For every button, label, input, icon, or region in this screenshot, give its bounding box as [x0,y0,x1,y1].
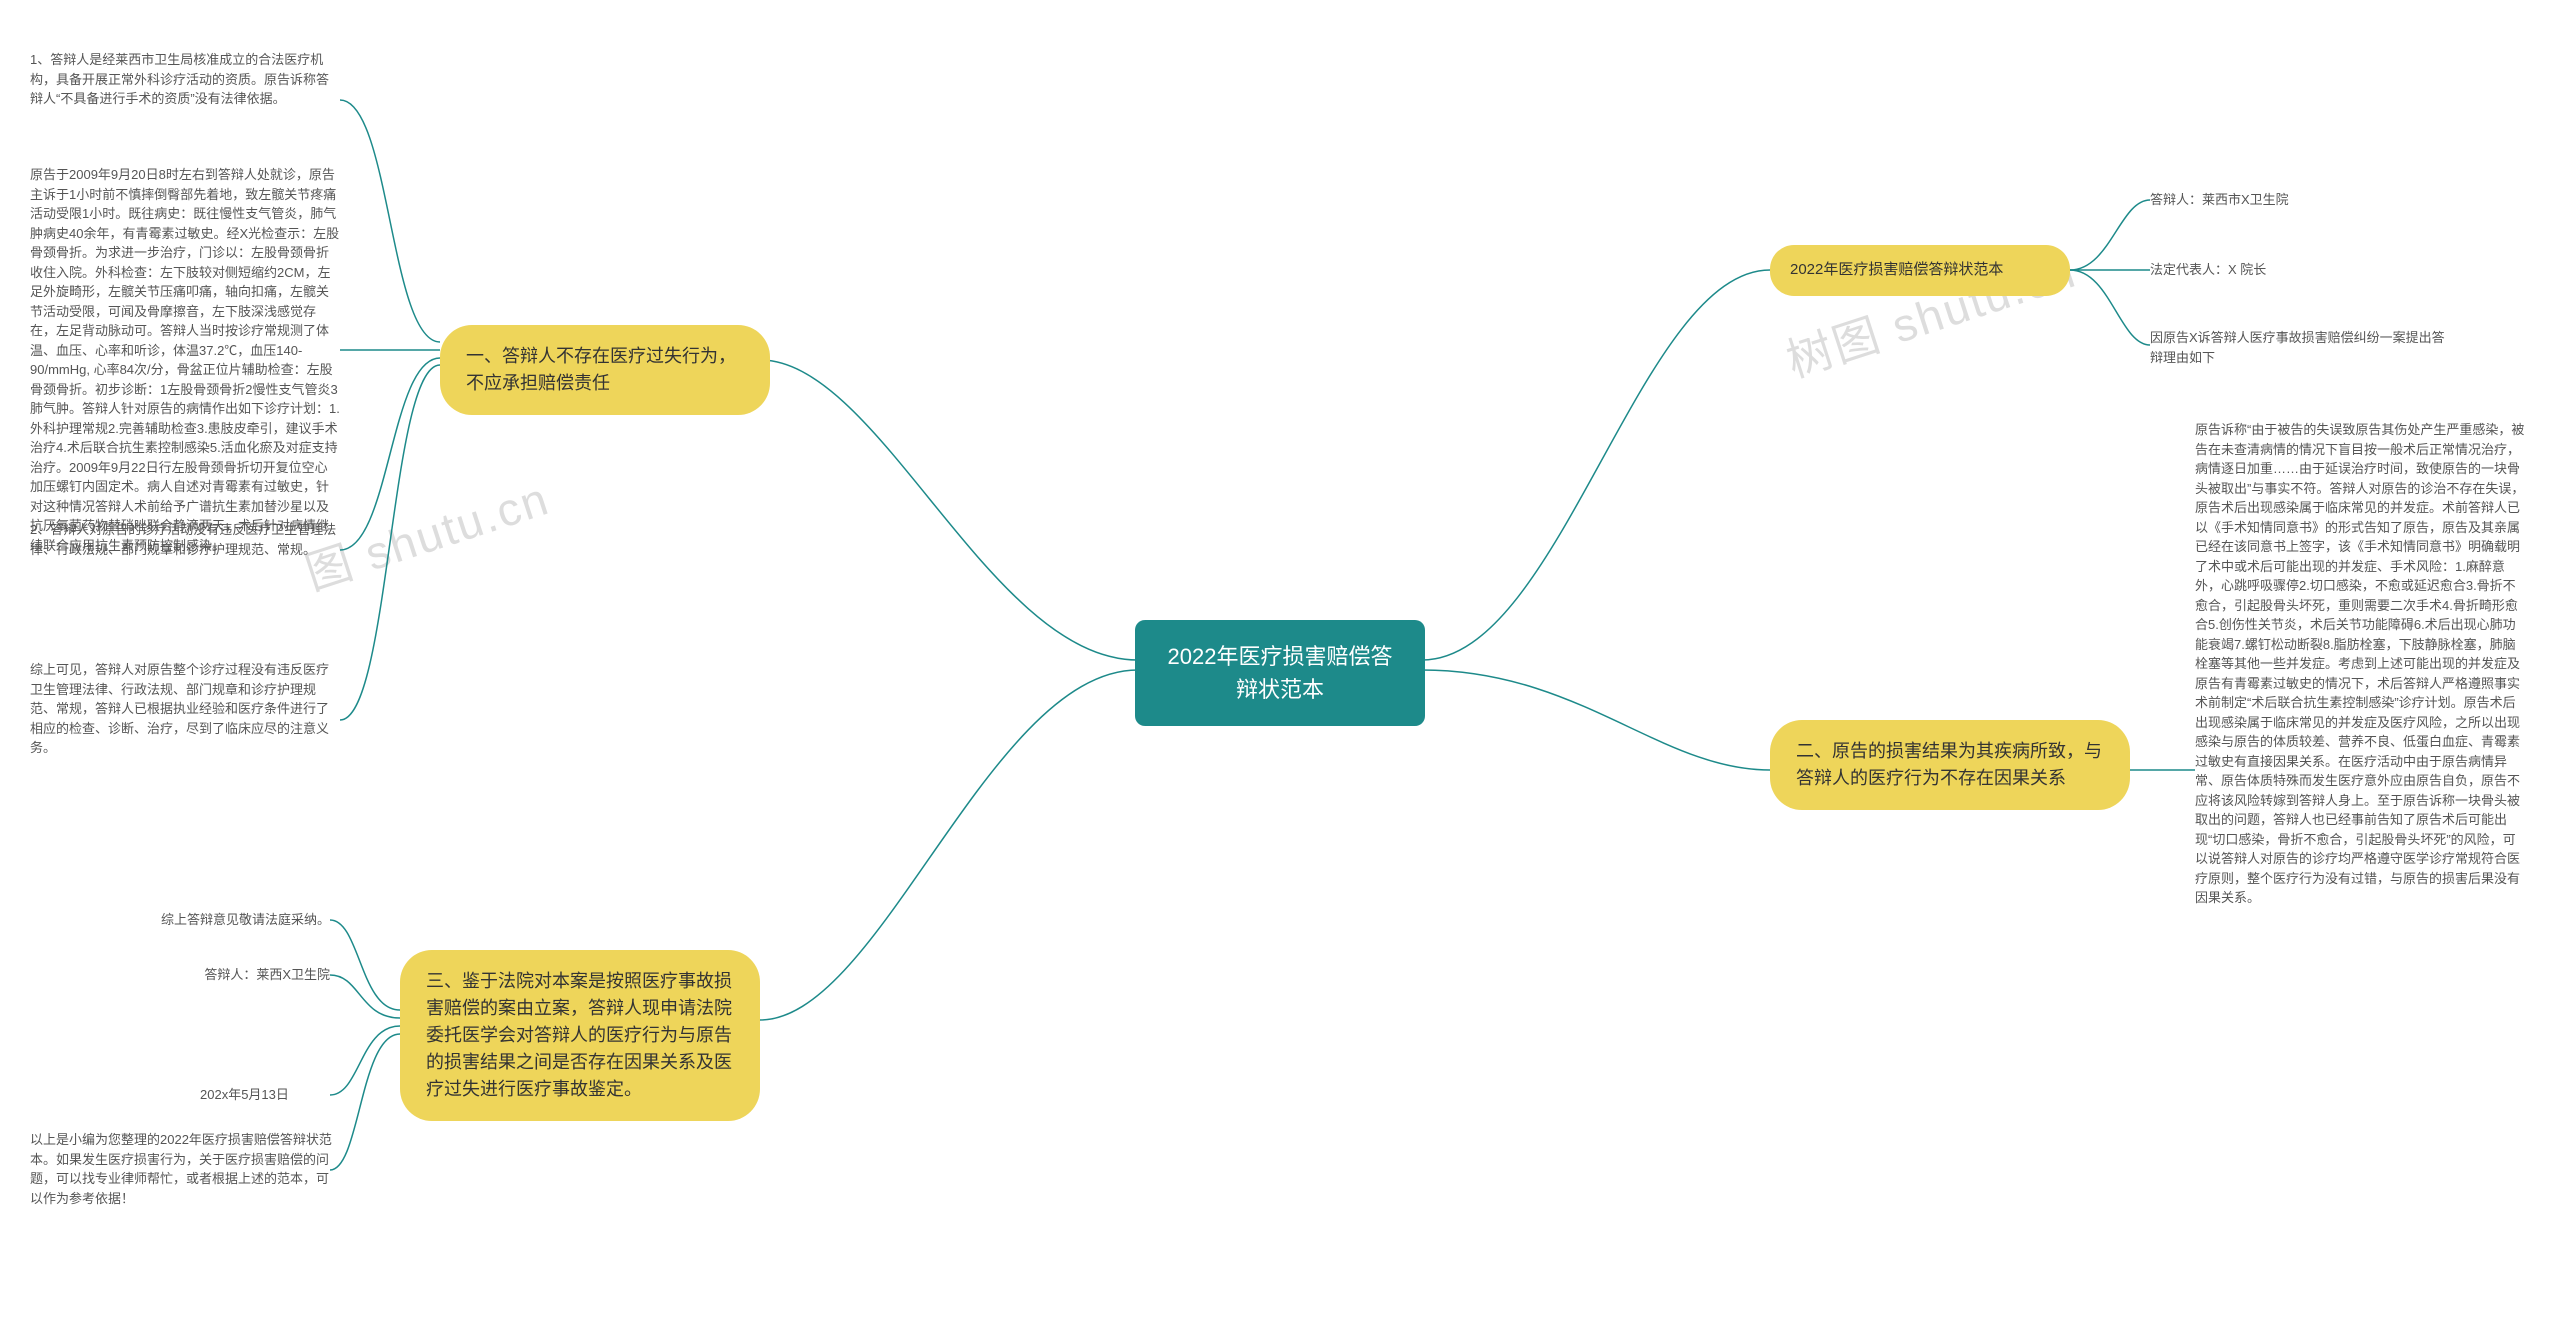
branch-template-label: 2022年医疗损害赔偿答辩状范本 [1790,261,2003,278]
branch-one[interactable]: 一、答辩人不存在医疗过失行为，不应承担赔偿责任 [440,325,770,415]
leaf-one-3: 综上可见，答辩人对原告整个诊疗过程没有违反医疗卫生管理法律、行政法规、部门规章和… [30,660,340,758]
branch-two-label: 二、原告的损害结果为其疾病所致，与答辩人的医疗行为不存在因果关系 [1796,741,2102,788]
leaf-one-1: 原告于2009年9月20日8时左右到答辩人处就诊，原告主诉于1小时前不慎摔倒臀部… [30,165,340,555]
leaf-three-1: 答辩人：莱西X卫生院 [60,965,330,985]
leaf-three-0: 综上答辩意见敬请法庭采纳。 [60,910,330,930]
leaf-two-0: 原告诉称“由于被告的失误致原告其伤处产生严重感染，被告在未查清病情的情况下盲目按… [2195,420,2525,908]
branch-two[interactable]: 二、原告的损害结果为其疾病所致，与答辩人的医疗行为不存在因果关系 [1770,720,2130,810]
branch-three[interactable]: 三、鉴于法院对本案是按照医疗事故损害赔偿的案由立案，答辩人现申请法院委托医学会对… [400,950,760,1121]
leaf-three-3: 以上是小编为您整理的2022年医疗损害赔偿答辩状范本。如果发生医疗损害行为，关于… [30,1130,340,1208]
leaf-one-2: 2、答辩人对原告的诊疗活动没有违反医疗卫生管理法律、行政法规、部门规章和诊疗护理… [30,520,340,559]
leaf-template-2: 因原告X诉答辩人医疗事故损害赔偿纠纷一案提出答辩理由如下 [2150,328,2450,367]
root-node[interactable]: 2022年医疗损害赔偿答辩状范本 [1135,620,1425,726]
leaf-three-2: 202x年5月13日 [200,1085,330,1105]
mindmap-canvas: 图 shutu.cn 树图 shutu.cn 2022年医疗损害赔偿答辩状范本 … [0,0,2560,1317]
branch-template[interactable]: 2022年医疗损害赔偿答辩状范本 [1770,245,2070,296]
branch-three-label: 三、鉴于法院对本案是按照医疗事故损害赔偿的案由立案，答辩人现申请法院委托医学会对… [426,971,732,1099]
branch-one-label: 一、答辩人不存在医疗过失行为，不应承担赔偿责任 [466,346,736,393]
leaf-one-0: 1、答辩人是经莱西市卫生局核准成立的合法医疗机构，具备开展正常外科诊疗活动的资质… [30,50,340,109]
leaf-template-0: 答辩人：莱西市X卫生院 [2150,190,2450,210]
root-label: 2022年医疗损害赔偿答辩状范本 [1168,644,1393,702]
leaf-template-1: 法定代表人：X 院长 [2150,260,2450,280]
